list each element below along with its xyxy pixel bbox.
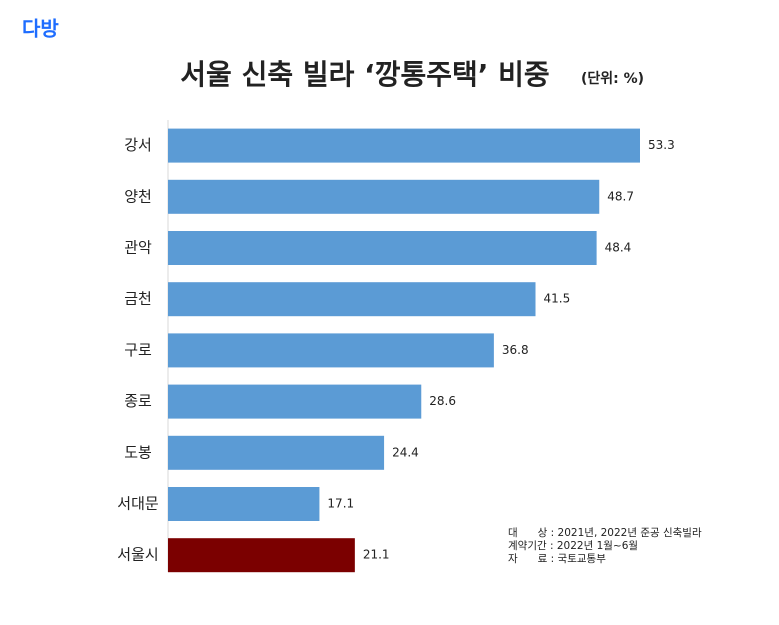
category-label: 종로: [124, 392, 152, 410]
value-label: 53.3: [648, 138, 675, 152]
category-label: 서울시: [117, 546, 158, 564]
bar: [168, 384, 422, 419]
category-label: 관악: [124, 239, 152, 257]
note: 계약기간 : 2022년 1월~6월: [508, 540, 638, 552]
category-label: 강서: [124, 136, 152, 154]
logo: 다방: [22, 17, 59, 41]
value-label: 41.5: [544, 292, 571, 306]
value-label: 28.6: [429, 394, 456, 408]
category-label: 도봉: [124, 443, 152, 461]
chart-subtitle: (단위: %): [581, 70, 644, 87]
value-label: 48.7: [607, 189, 634, 203]
chart-title: 서울 신축 빌라 ‘깡통주택’ 비중: [180, 58, 549, 91]
bar: [168, 231, 597, 265]
bar: [168, 282, 536, 317]
bar: [168, 179, 600, 214]
bar: [168, 128, 640, 163]
value-label: 36.8: [502, 343, 529, 357]
bar: [168, 538, 355, 573]
value-label: 24.4: [392, 445, 419, 459]
note: 자 료 : 국토교통부: [508, 553, 606, 565]
value-label: 17.1: [327, 497, 354, 511]
category-label: 금천: [124, 290, 152, 308]
bar: [168, 435, 385, 470]
value-label: 21.1: [363, 548, 390, 562]
category-label: 양천: [124, 187, 152, 205]
category-label: 구로: [124, 341, 152, 359]
category-label: 서대문: [117, 495, 159, 513]
note: 대 상 : 2021년, 2022년 준공 신축빌라: [508, 527, 702, 539]
bar: [168, 333, 494, 368]
value-label: 48.4: [605, 241, 632, 255]
bar: [168, 487, 320, 521]
